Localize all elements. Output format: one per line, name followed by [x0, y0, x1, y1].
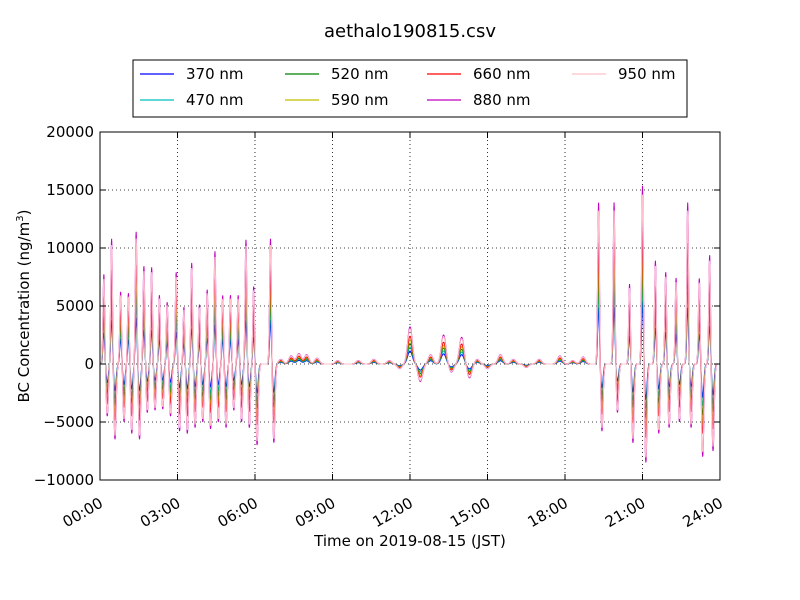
x-tick-label: 18:00: [525, 494, 571, 531]
axis-ticks: [99, 131, 721, 481]
y-axis-label-main: BC Concentration (ng/m: [15, 222, 33, 403]
y-axis-label: BC Concentration (ng/m3): [15, 210, 33, 403]
y-tick-label: 15000: [46, 181, 94, 199]
legend-label: 950 nm: [618, 65, 676, 83]
x-tick-label: 21:00: [602, 494, 648, 531]
legend-label: 590 nm: [331, 91, 389, 109]
series-lines: [99, 185, 720, 463]
legend-item: 520 nm: [285, 65, 389, 83]
legend-item: 370 nm: [140, 65, 244, 83]
legend-item: 950 nm: [572, 65, 676, 83]
chart-title: aethalo190815.csv: [324, 21, 496, 42]
legend-label: 520 nm: [331, 65, 389, 83]
x-tick-label: 12:00: [370, 494, 416, 531]
legend-label: 370 nm: [186, 65, 244, 83]
y-tick-label: −5000: [43, 413, 94, 431]
x-tick-label: 15:00: [447, 494, 493, 531]
y-tick-label: 0: [84, 355, 94, 373]
legend-label: 880 nm: [473, 91, 531, 109]
y-tick-label: 5000: [56, 297, 94, 315]
grid: [100, 132, 720, 480]
y-axis-label-sup: 3: [15, 215, 26, 221]
x-tick-label: 03:00: [137, 494, 183, 531]
x-axis-label: Time on 2019-08-15 (JST): [313, 532, 506, 550]
legend-box: [132, 59, 688, 118]
y-tick-label: −10000: [34, 471, 94, 489]
x-tick-label: 06:00: [215, 494, 261, 531]
x-tick-label: 09:00: [292, 494, 338, 531]
series-line-6: [99, 194, 720, 458]
x-tick-label: 24:00: [680, 494, 726, 531]
legend-item: 660 nm: [427, 65, 531, 83]
legend: 370 nm 470 nm 520 nm 590 nm 660 nm 880 nm 950 …: [132, 59, 688, 118]
y-tick-label: 10000: [46, 239, 94, 257]
legend-item: 880 nm: [427, 91, 531, 109]
legend-item: 590 nm: [285, 91, 389, 109]
legend-label: 470 nm: [186, 91, 244, 109]
legend-label: 660 nm: [473, 65, 531, 83]
y-axis-label-tail: ): [15, 210, 33, 216]
y-tick-label: 20000: [46, 123, 94, 141]
legend-item: 470 nm: [140, 91, 244, 109]
x-tick-label: 00:00: [60, 494, 106, 531]
